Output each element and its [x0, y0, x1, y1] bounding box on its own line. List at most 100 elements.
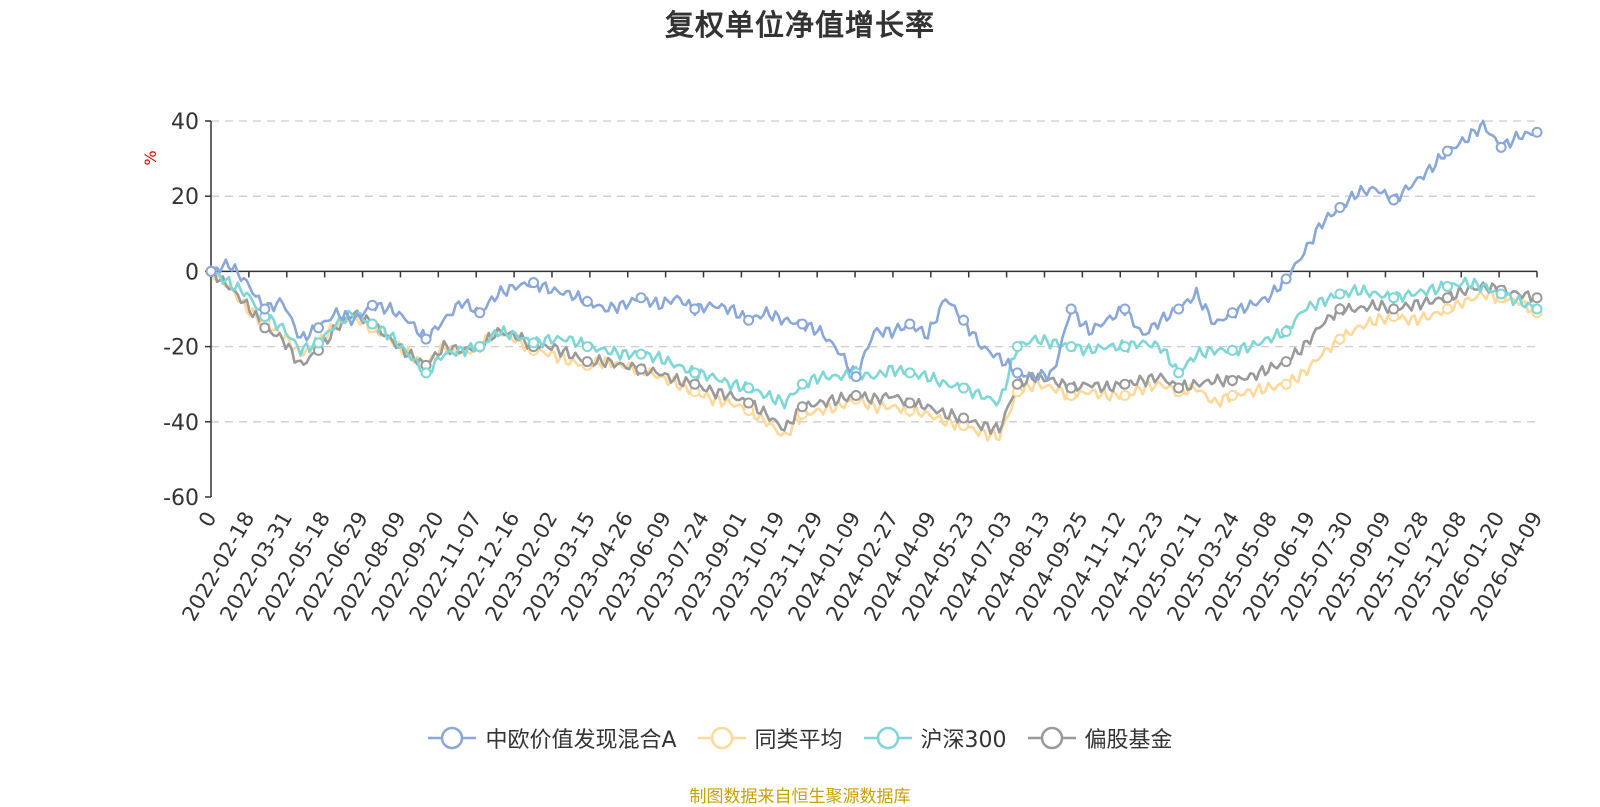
data-point: [1226, 344, 1238, 356]
data-point: [366, 318, 378, 330]
data-point: [958, 382, 970, 394]
data-point: [743, 397, 755, 409]
data-point: [420, 367, 432, 379]
data-point: [366, 299, 378, 311]
y-tick-label: -20: [163, 336, 199, 361]
legend-label: 中欧价值发现混合A: [485, 728, 677, 753]
data-point: [313, 322, 325, 334]
data-point: [689, 378, 701, 390]
data-point: [1065, 382, 1077, 394]
x-tick-label: 0: [194, 508, 221, 532]
y-tick-label: -40: [163, 411, 199, 436]
data-point: [1280, 378, 1292, 390]
data-point: [635, 292, 647, 304]
data-point: [474, 307, 486, 319]
data-point: [1119, 389, 1131, 401]
data-point: [904, 367, 916, 379]
data-point: [689, 367, 701, 379]
data-point: [259, 303, 271, 315]
data-point: [1280, 356, 1292, 368]
legend-item[interactable]: 偏股基金: [1027, 722, 1173, 754]
data-point: [1011, 367, 1023, 379]
data-point: [1226, 307, 1238, 319]
data-point: [904, 397, 916, 409]
data-point: [1011, 341, 1023, 353]
legend-item[interactable]: 沪深300: [863, 722, 1007, 754]
data-point: [850, 389, 862, 401]
data-point: [259, 322, 271, 334]
data-point: [796, 378, 808, 390]
data-point: [205, 265, 217, 277]
data-point: [1531, 303, 1543, 315]
legend-line-marker-icon: [863, 726, 912, 750]
series-line: [210, 267, 1538, 435]
data-point: [1334, 288, 1346, 300]
series-line: [210, 119, 1538, 382]
data-point: [1173, 303, 1185, 315]
source-note: 制图数据来自恒生聚源数据库: [689, 787, 911, 807]
y-tick-label: 0: [185, 260, 199, 285]
data-point: [528, 337, 540, 349]
data-point: [1065, 303, 1077, 315]
data-point: [743, 382, 755, 394]
data-point: [1441, 280, 1453, 292]
data-point: [904, 318, 916, 330]
data-point: [1119, 378, 1131, 390]
data-point: [1388, 292, 1400, 304]
data-point: [1226, 374, 1238, 386]
legend-label: 同类平均: [754, 728, 843, 753]
data-point: [1441, 145, 1453, 157]
data-point: [1334, 303, 1346, 315]
data-point: [420, 333, 432, 345]
data-point: [1531, 126, 1543, 138]
y-axis-label: %: [141, 150, 160, 165]
data-point: [1011, 378, 1023, 390]
data-point: [581, 356, 593, 368]
chart-title: 复权单位净值增长率: [664, 8, 935, 42]
grid-lines: [211, 120, 1537, 423]
data-point: [1119, 303, 1131, 315]
series-markers: [205, 126, 1543, 432]
data-point: [1173, 367, 1185, 379]
data-point: [1495, 141, 1507, 153]
legend-line-marker-icon: [1027, 726, 1076, 750]
data-point: [1388, 303, 1400, 315]
data-point: [1119, 341, 1131, 353]
data-point: [474, 341, 486, 353]
data-point: [1531, 292, 1543, 304]
legend-label: 沪深300: [920, 728, 1007, 753]
legend-item[interactable]: 中欧价值发现混合A: [427, 722, 677, 754]
data-point: [1280, 326, 1292, 338]
data-point: [958, 412, 970, 424]
data-point: [1495, 288, 1507, 300]
data-point: [635, 348, 647, 360]
data-point: [635, 363, 647, 375]
legend-item[interactable]: 同类平均: [697, 722, 843, 754]
data-point: [1173, 382, 1185, 394]
legend-label: 偏股基金: [1084, 728, 1173, 753]
data-point: [1280, 273, 1292, 285]
data-point: [1441, 303, 1453, 315]
y-tick-label: 40: [171, 110, 199, 135]
legend-line-marker-icon: [428, 726, 477, 750]
data-point: [796, 318, 808, 330]
series-lines: [209, 119, 1539, 442]
legend: 中欧价值发现混合A 同类平均 沪深300 偏股基金: [0, 722, 1600, 754]
data-point: [958, 314, 970, 326]
data-point: [1334, 201, 1346, 213]
data-point: [1065, 341, 1077, 353]
data-point: [1226, 389, 1238, 401]
series-line: [210, 270, 1538, 410]
data-point: [1334, 333, 1346, 345]
y-tick-label: -60: [163, 486, 199, 511]
data-point: [1388, 194, 1400, 206]
data-point: [581, 341, 593, 353]
data-point: [743, 314, 755, 326]
data-point: [528, 277, 540, 289]
data-point: [689, 303, 701, 315]
data-point: [796, 401, 808, 413]
data-point: [581, 295, 593, 307]
data-point: [1441, 292, 1453, 304]
legend-line-marker-icon: [697, 726, 746, 750]
